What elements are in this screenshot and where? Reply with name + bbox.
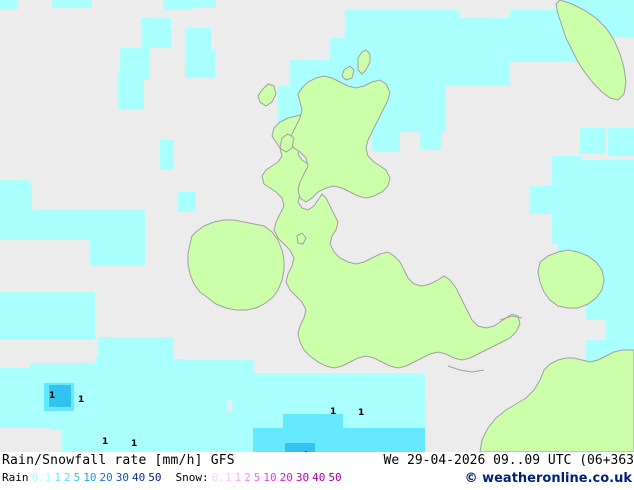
land-isle-of-man bbox=[296, 232, 307, 245]
scale-step: 10 bbox=[263, 471, 277, 484]
precip-cell bbox=[255, 440, 285, 452]
precip-cell bbox=[345, 10, 405, 38]
land-hebrides bbox=[257, 83, 277, 107]
land-orkney bbox=[341, 65, 355, 81]
precip-cell bbox=[118, 72, 144, 110]
precip-cell bbox=[552, 214, 634, 244]
precip-value-label: 1 bbox=[330, 407, 337, 417]
precip-value-label: 1 bbox=[78, 395, 85, 405]
precip-cell bbox=[420, 128, 442, 150]
precip-cell bbox=[450, 18, 510, 62]
land-ireland bbox=[187, 219, 285, 311]
precip-cell bbox=[0, 292, 92, 338]
precip-cell bbox=[62, 380, 210, 452]
precip-cell bbox=[163, 0, 193, 10]
scale-step: 2 bbox=[244, 471, 251, 484]
precip-cell bbox=[552, 156, 582, 214]
precip-cell bbox=[0, 210, 145, 240]
precip-cell bbox=[606, 316, 634, 344]
precip-value-label: 1 bbox=[358, 408, 365, 418]
snow-scale-label: Snow: bbox=[175, 471, 209, 484]
precip-cell bbox=[580, 128, 606, 154]
scale-step: 0.1 bbox=[31, 471, 52, 484]
scale-step: 20 bbox=[279, 471, 293, 484]
scale-step: 20 bbox=[99, 471, 113, 484]
precip-cell bbox=[160, 140, 174, 170]
precip-cell bbox=[152, 363, 179, 391]
land-shetland bbox=[357, 49, 371, 75]
precip-cell bbox=[96, 358, 136, 372]
precip-cell bbox=[340, 436, 424, 452]
snow-scale-steps: 0.1 1 2 5 10 20 30 40 50 bbox=[212, 471, 345, 484]
precip-cell bbox=[0, 0, 18, 10]
precip-cell bbox=[608, 128, 634, 156]
precip-cell bbox=[580, 160, 634, 188]
scale-step: 10 bbox=[83, 471, 97, 484]
precip-cell bbox=[378, 126, 400, 152]
precip-cell bbox=[52, 0, 92, 8]
map-footer: Rain/Snowfall rate [mm/h] GFS We 29-04-2… bbox=[0, 452, 634, 490]
precip-value-label: 1 bbox=[131, 439, 138, 449]
footer-title: Rain/Snowfall rate [mm/h] GFS bbox=[2, 453, 235, 468]
precip-value-label: 1 bbox=[102, 437, 109, 447]
scale-step: 40 bbox=[132, 471, 146, 484]
precipitation-map[interactable]: 11111111113111 bbox=[0, 0, 634, 452]
scale-step: 2 bbox=[64, 471, 71, 484]
precip-cell bbox=[49, 385, 71, 407]
land-netherlands bbox=[537, 249, 605, 309]
precip-cell bbox=[330, 38, 450, 62]
scale-step: 0.1 bbox=[211, 471, 232, 484]
scale-step: 30 bbox=[115, 471, 129, 484]
precip-scale-legend: Rain 0.1 1 2 5 10 20 30 40 50 Snow: 0.1 1 2 5 10 20 30 40 5… bbox=[2, 471, 348, 484]
scale-step: 1 bbox=[234, 471, 242, 484]
scale-step: 30 bbox=[295, 471, 310, 484]
scale-step: 1 bbox=[54, 471, 61, 484]
land-norway bbox=[555, 0, 627, 101]
scale-step: 40 bbox=[312, 471, 326, 484]
footer-datetime: We 29-04-2026 09..09 UTC (06+363 bbox=[383, 453, 634, 468]
copyright-notice: © weatheronline.co.uk bbox=[464, 471, 632, 486]
precip-cell bbox=[186, 0, 216, 8]
precip-cell bbox=[232, 373, 262, 401]
precip-cell bbox=[420, 60, 450, 86]
coastline-overlay bbox=[187, 0, 634, 452]
rain-scale-steps: 0.1 1 2 5 10 20 30 40 50 bbox=[32, 471, 165, 484]
land-continental-europe bbox=[479, 349, 634, 452]
precip-cell bbox=[420, 86, 446, 132]
scale-step: 5 bbox=[73, 471, 81, 484]
precip-cell bbox=[285, 443, 315, 452]
land-great-britain bbox=[261, 89, 521, 369]
precip-cell bbox=[185, 50, 215, 78]
coast-detail bbox=[447, 315, 523, 373]
precip-cell bbox=[90, 238, 145, 266]
scale-step: 50 bbox=[148, 471, 162, 484]
land-skye bbox=[279, 133, 295, 153]
scale-step: 50 bbox=[328, 471, 342, 484]
scale-step: 5 bbox=[253, 471, 261, 484]
precip-cell bbox=[283, 414, 343, 432]
precip-cell bbox=[0, 183, 32, 213]
precip-cell bbox=[141, 18, 171, 48]
rain-scale-label: Rain bbox=[2, 471, 29, 484]
precip-cell bbox=[178, 192, 196, 212]
precip-cell bbox=[580, 186, 634, 216]
precip-value-label: 1 bbox=[49, 391, 56, 401]
land-scotland bbox=[289, 75, 391, 203]
